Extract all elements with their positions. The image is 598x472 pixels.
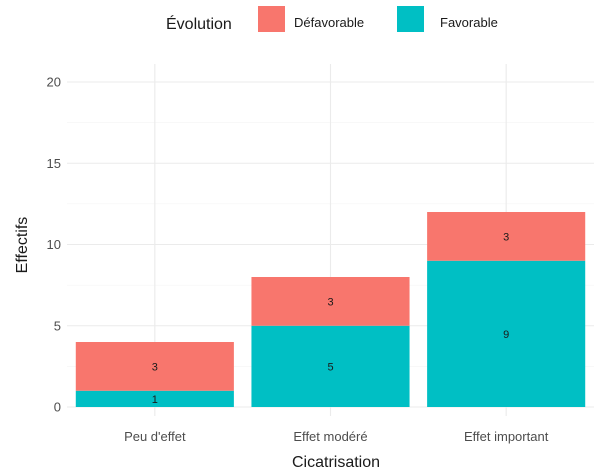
- data-label: 3: [327, 296, 333, 308]
- y-tick-label: 0: [54, 400, 61, 415]
- bar-favorable: [251, 325, 410, 407]
- bar-defavorable: [251, 277, 410, 326]
- data-label: 9: [503, 329, 509, 341]
- legend: Évolution Défavorable Favorable: [166, 6, 498, 33]
- x-axis-title: Cicatrisation: [292, 454, 380, 471]
- legend-key: [258, 6, 285, 32]
- data-label: 5: [327, 361, 333, 373]
- x-tick-label: Effet important: [464, 429, 549, 444]
- x-axis-ticks: Peu d'effet Effet modéré Effet important: [124, 429, 549, 444]
- y-axis-ticks: 0 5 10 15 20: [47, 75, 61, 415]
- bar-defavorable: [75, 342, 234, 391]
- data-label: 3: [503, 231, 509, 243]
- y-tick-label: 15: [47, 156, 61, 171]
- bars: [75, 212, 586, 407]
- bar-favorable: [427, 260, 586, 407]
- data-labels: 1 3 5 3 9 3: [152, 231, 509, 406]
- data-label: 3: [152, 361, 158, 373]
- y-tick-label: 5: [54, 318, 61, 333]
- legend-title: Évolution: [166, 14, 232, 33]
- y-tick-label: 10: [47, 237, 61, 252]
- legend-label: Favorable: [440, 15, 498, 30]
- legend-key: [397, 6, 424, 32]
- data-label: 1: [152, 394, 158, 406]
- x-tick-label: Effet modéré: [293, 429, 367, 444]
- y-axis-title: Effectifs: [14, 217, 31, 274]
- y-tick-label: 20: [47, 75, 61, 90]
- x-tick-label: Peu d'effet: [124, 429, 186, 444]
- bar-defavorable: [427, 212, 586, 261]
- legend-label: Défavorable: [294, 15, 364, 30]
- bar-favorable: [75, 390, 234, 407]
